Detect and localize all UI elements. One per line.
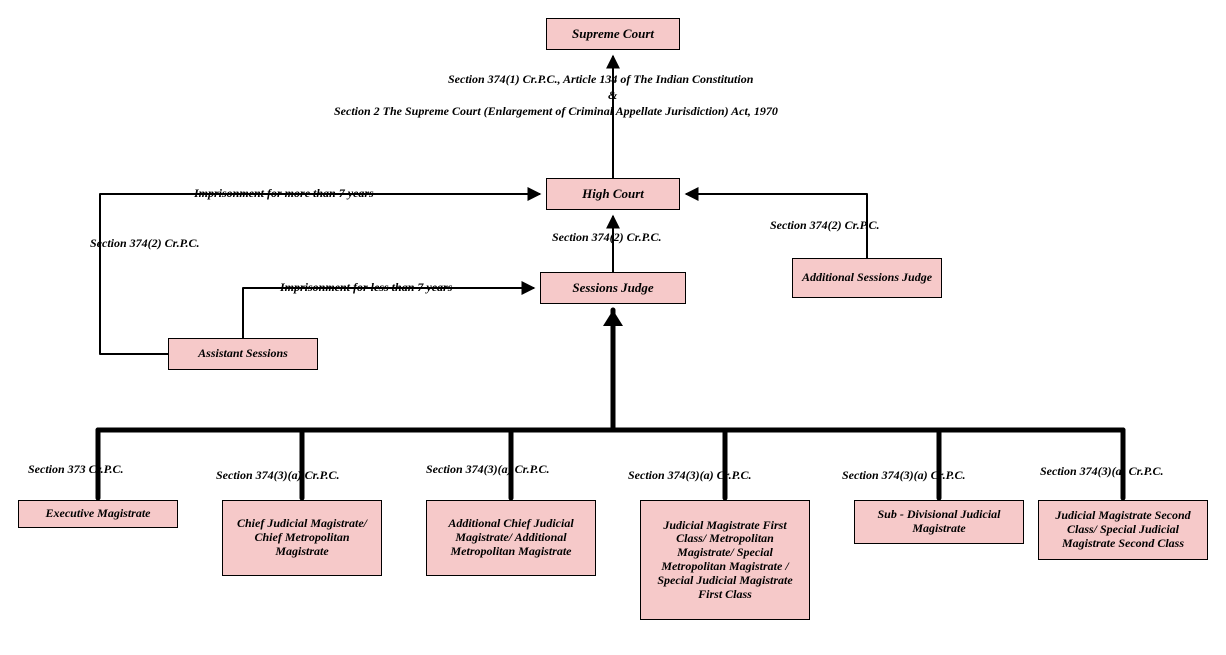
label-section-374-3a-1: Section 374(3)(a) Cr.P.C. (216, 468, 339, 483)
label-ampersand: & (608, 88, 617, 103)
node-text: High Court (582, 187, 644, 202)
node-text: Executive Magistrate (46, 507, 151, 521)
label-section-373: Section 373 Cr.P.C. (28, 462, 123, 477)
label-imprisonment-more-7: Imprisonment for more than 7 years (194, 186, 374, 201)
node-text: Chief Judicial Magistrate/ Chief Metropo… (229, 517, 375, 558)
label-imprisonment-less-7: Imprisonment for less than 7 years (280, 280, 452, 295)
node-text: Additional Sessions Judge (802, 271, 932, 285)
label-section-374-3a-5: Section 374(3)(a) Cr.P.C. (1040, 464, 1163, 479)
node-text: Judicial Magistrate Second Class/ Specia… (1045, 509, 1201, 550)
node-additional-sessions-judge: Additional Sessions Judge (792, 258, 942, 298)
node-text: Sessions Judge (572, 281, 653, 296)
label-section-374-2-right: Section 374(2) Cr.P.C. (770, 218, 879, 233)
label-section-374-3a-3: Section 374(3)(a) Cr.P.C. (628, 468, 751, 483)
node-supreme-court: Supreme Court (546, 18, 680, 50)
diagram-stage: Supreme Court High Court Sessions Judge … (0, 0, 1226, 655)
node-text: Assistant Sessions (198, 347, 288, 361)
node-additional-chief-judicial-magistrate: Additional Chief Judicial Magistrate/ Ad… (426, 500, 596, 576)
label-section-374-2-middle: Section 374(2) Cr.P.C. (552, 230, 661, 245)
node-assistant-sessions: Assistant Sessions (168, 338, 318, 370)
label-section-374-1: Section 374(1) Cr.P.C., Article 134 of T… (448, 72, 753, 87)
edge-trunk-arrowhead (603, 310, 623, 326)
node-executive-magistrate: Executive Magistrate (18, 500, 178, 528)
edge-asst-to-high (100, 194, 540, 354)
node-sessions-judge: Sessions Judge (540, 272, 686, 304)
label-section-374-2-left: Section 374(2) Cr.P.C. (90, 236, 199, 251)
node-sub-divisional-judicial-magistrate: Sub - Divisional Judicial Magistrate (854, 500, 1024, 544)
node-text: Additional Chief Judicial Magistrate/ Ad… (433, 517, 589, 558)
node-judicial-magistrate-first-class: Judicial Magistrate First Class/ Metropo… (640, 500, 810, 620)
node-chief-judicial-magistrate: Chief Judicial Magistrate/ Chief Metropo… (222, 500, 382, 576)
node-high-court: High Court (546, 178, 680, 210)
label-section-374-3a-2: Section 374(3)(a) Cr.P.C. (426, 462, 549, 477)
node-text: Supreme Court (572, 27, 654, 42)
edge-asst-to-sessions (243, 288, 534, 338)
label-section-374-3a-4: Section 374(3)(a) Cr.P.C. (842, 468, 965, 483)
node-judicial-magistrate-second-class: Judicial Magistrate Second Class/ Specia… (1038, 500, 1208, 560)
label-section-2-sc-act: Section 2 The Supreme Court (Enlargement… (334, 104, 778, 119)
node-text: Sub - Divisional Judicial Magistrate (861, 508, 1017, 536)
node-text: Judicial Magistrate First Class/ Metropo… (647, 519, 803, 602)
